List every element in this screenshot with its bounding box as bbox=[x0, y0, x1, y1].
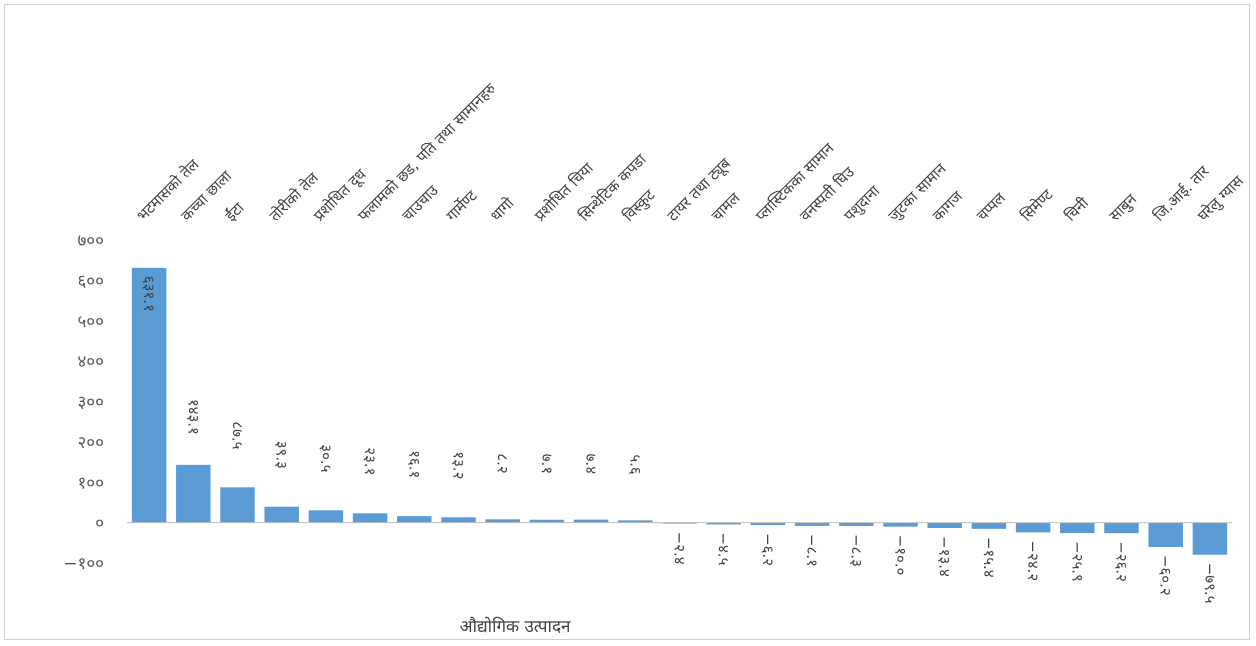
category-label: गार्मेण्ट bbox=[443, 186, 481, 224]
y-tick-label: ० bbox=[95, 514, 104, 534]
bar bbox=[706, 522, 741, 525]
bar bbox=[1104, 522, 1139, 534]
data-label: ८.२ bbox=[494, 453, 512, 473]
bar bbox=[176, 464, 211, 523]
y-tick-label: −१०० bbox=[63, 554, 104, 574]
bar bbox=[308, 510, 344, 523]
data-label: −२.४ bbox=[671, 532, 689, 565]
data-label: ७.१ bbox=[538, 454, 556, 474]
bar bbox=[485, 519, 520, 523]
category-label: विस्कुट bbox=[619, 186, 659, 226]
y-tick-label: ७०० bbox=[77, 231, 104, 251]
data-label: −७९.५ bbox=[1201, 563, 1219, 604]
bar bbox=[883, 522, 918, 527]
y-tick-label: ४०० bbox=[77, 352, 104, 372]
data-label: ८७.५ bbox=[229, 421, 247, 449]
bar bbox=[794, 522, 830, 526]
data-label: १४३.१ bbox=[184, 399, 202, 435]
category-label: साबुन bbox=[1106, 190, 1142, 226]
bar bbox=[352, 513, 388, 523]
data-label: १३.२ bbox=[450, 451, 468, 479]
bar bbox=[441, 517, 476, 523]
data-label: ३९.३ bbox=[273, 441, 291, 469]
bar bbox=[131, 267, 167, 523]
bar bbox=[397, 516, 432, 523]
data-label: ७.४ bbox=[582, 454, 600, 475]
data-label: −४.५ bbox=[715, 532, 733, 565]
bar bbox=[1148, 522, 1183, 547]
bar bbox=[618, 520, 653, 523]
bar bbox=[971, 522, 1007, 529]
category-label: पशुदाना bbox=[840, 181, 884, 225]
bar bbox=[750, 522, 786, 526]
data-label: २३.१ bbox=[361, 447, 379, 475]
bar bbox=[927, 522, 962, 529]
bar bbox=[264, 506, 299, 523]
data-label: ६३१.१ bbox=[140, 276, 158, 312]
category-label: चप्पल bbox=[973, 188, 1010, 225]
category-labels: भटमासको तेलकच्चा छालाईंटा तोरीको तेलप्रशो… bbox=[133, 79, 1248, 226]
category-label: चिनी bbox=[1061, 193, 1093, 225]
y-tick-label: ५०० bbox=[77, 312, 104, 332]
y-tick-label: ६०० bbox=[77, 271, 104, 291]
category-label: धागो bbox=[487, 193, 519, 225]
data-label: −१५.४ bbox=[980, 537, 998, 578]
y-axis-ticks: −१०० ० १०० २०० ३०० ४०० ५०० ६०० ७०० bbox=[63, 231, 104, 574]
bar bbox=[1060, 522, 1095, 534]
data-label: −६०.२ bbox=[1157, 555, 1175, 596]
data-label: −८.१ bbox=[803, 534, 821, 567]
category-label: कागज bbox=[929, 187, 967, 225]
data-labels: ६३१.१ १४३.१ ८७.५ ३९.३ ३०.५ २३.१ १६.१ १३.२ ८.२ ७.१… bbox=[140, 276, 1219, 604]
data-label: १६.१ bbox=[405, 450, 423, 478]
bar bbox=[1192, 522, 1228, 555]
bar bbox=[220, 487, 255, 523]
bar bbox=[839, 522, 874, 526]
category-label: चाउचाउ bbox=[398, 181, 442, 225]
data-label: −२५.९ bbox=[1068, 541, 1086, 582]
data-label: −६.२ bbox=[759, 533, 777, 566]
y-tick-label: १०० bbox=[77, 473, 104, 493]
category-label: चामल bbox=[708, 188, 744, 224]
chart-frame bbox=[4, 4, 1250, 640]
data-label: −१३.४ bbox=[936, 536, 954, 577]
bar bbox=[1015, 522, 1051, 533]
y-tick-label: ३०० bbox=[77, 393, 104, 413]
y-tick-label: २०० bbox=[77, 433, 104, 453]
bars bbox=[131, 267, 1228, 555]
bar bbox=[529, 519, 565, 523]
data-label: −८.३ bbox=[847, 534, 865, 567]
data-label: −२६.२ bbox=[1113, 541, 1131, 582]
category-label: सिमेण्ट bbox=[1017, 185, 1057, 225]
data-label: −१०.० bbox=[892, 535, 910, 576]
data-label: ३०.५ bbox=[317, 444, 335, 472]
data-label: ५.६ bbox=[626, 454, 644, 475]
bar bbox=[573, 519, 609, 523]
category-label: ईंटा bbox=[222, 198, 249, 225]
x-axis-title: औद्योगिक उत्पादन bbox=[460, 616, 571, 637]
data-label: −२४.२ bbox=[1024, 540, 1042, 581]
